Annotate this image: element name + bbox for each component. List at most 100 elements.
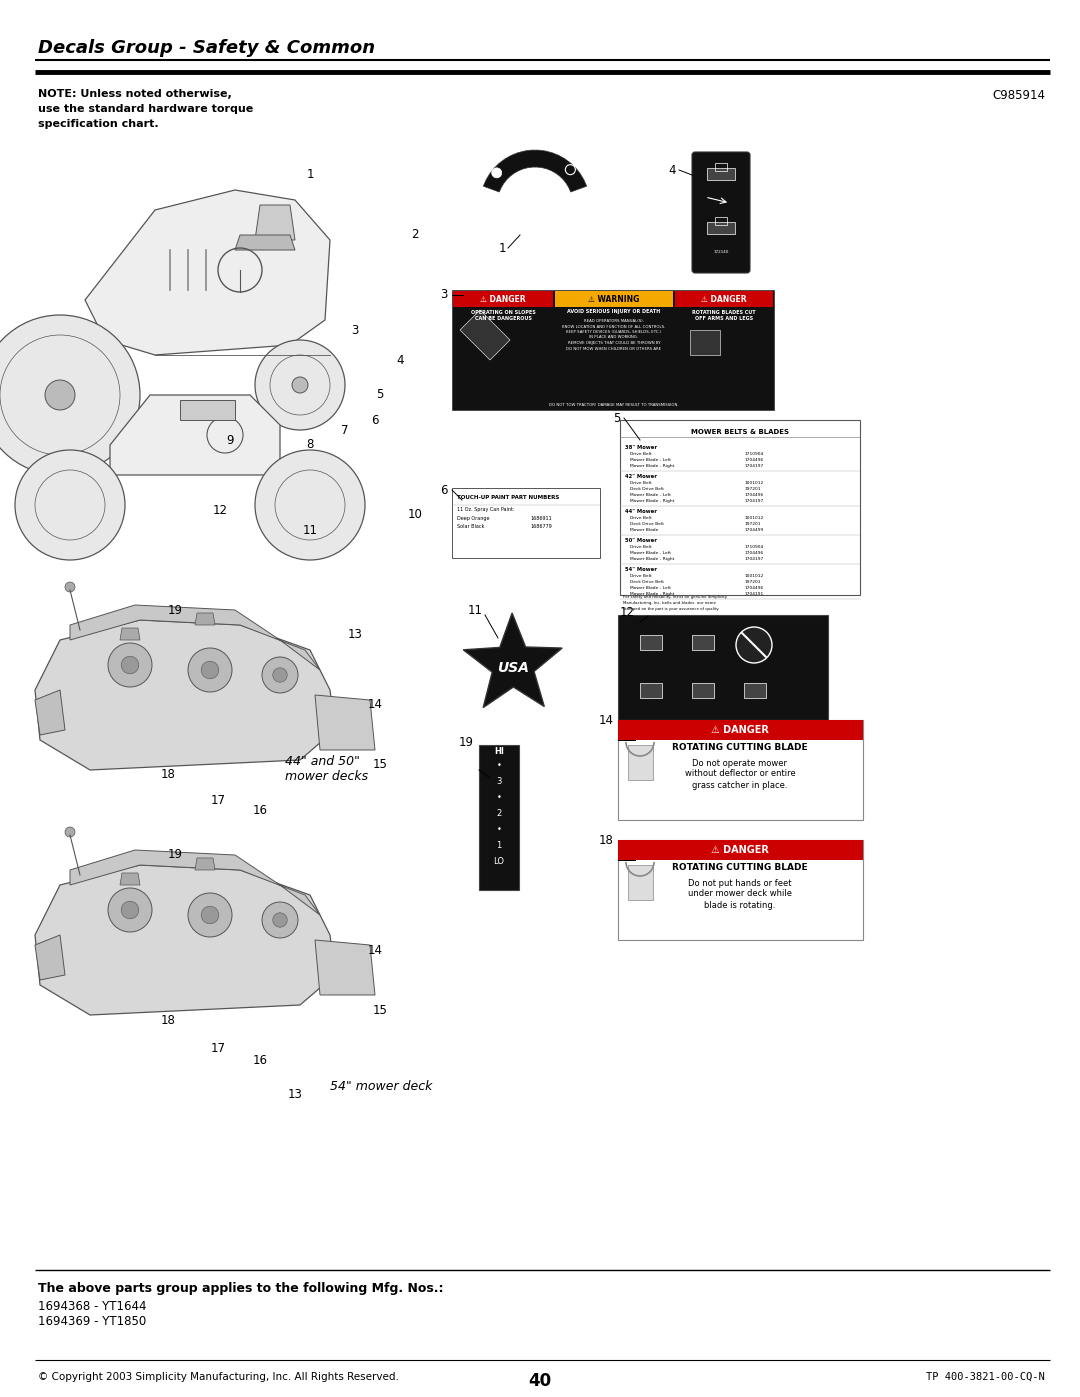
- Polygon shape: [70, 849, 320, 915]
- Text: READ OPERATORS MANUAL(S).: READ OPERATORS MANUAL(S).: [584, 319, 644, 323]
- Text: Mower Blade - Left: Mower Blade - Left: [630, 550, 671, 555]
- Text: Drive Belt: Drive Belt: [630, 574, 651, 578]
- Text: 4: 4: [669, 163, 676, 176]
- Polygon shape: [484, 149, 586, 191]
- Text: MOWER BELTS & BLADES: MOWER BELTS & BLADES: [691, 429, 789, 434]
- Text: 10: 10: [407, 509, 422, 521]
- Circle shape: [273, 668, 287, 682]
- Text: 1704496: 1704496: [745, 585, 765, 590]
- Text: 3: 3: [497, 777, 502, 785]
- Polygon shape: [195, 858, 215, 870]
- Circle shape: [108, 888, 152, 932]
- Circle shape: [45, 380, 75, 409]
- Polygon shape: [690, 330, 720, 355]
- Text: ⚠ WARNING: ⚠ WARNING: [589, 295, 639, 303]
- Text: 40: 40: [528, 1372, 552, 1390]
- Text: For safety and reliability, insist on genuine Simplicity: For safety and reliability, insist on ge…: [623, 595, 727, 599]
- Bar: [480, 745, 519, 890]
- Text: Mower Blade: Mower Blade: [630, 528, 659, 532]
- Circle shape: [262, 902, 298, 937]
- Text: 1694368 - YT1644: 1694368 - YT1644: [38, 1301, 147, 1313]
- Text: 12: 12: [620, 605, 635, 619]
- Text: 1001012: 1001012: [745, 481, 765, 485]
- Text: TP 400-3821-00-CQ-N: TP 400-3821-00-CQ-N: [927, 1372, 1045, 1382]
- Text: 6: 6: [372, 414, 379, 426]
- Text: Mower Blade - Left: Mower Blade - Left: [630, 493, 671, 497]
- Text: Mower Blade - Right: Mower Blade - Right: [630, 499, 674, 503]
- Bar: [180, 400, 235, 420]
- Bar: [618, 719, 863, 740]
- FancyBboxPatch shape: [692, 152, 750, 272]
- Text: OPERATING ON SLOPES: OPERATING ON SLOPES: [471, 310, 536, 314]
- Polygon shape: [463, 613, 563, 708]
- Text: 8: 8: [307, 439, 313, 451]
- Polygon shape: [120, 629, 140, 640]
- Text: Deck Drive Belt: Deck Drive Belt: [630, 522, 664, 527]
- Circle shape: [121, 657, 139, 673]
- Circle shape: [65, 583, 75, 592]
- Bar: [675, 291, 773, 307]
- Bar: [618, 840, 863, 940]
- Text: 1001012: 1001012: [745, 515, 765, 520]
- Text: 1: 1: [498, 242, 505, 254]
- Bar: [618, 719, 863, 820]
- Bar: [618, 615, 828, 719]
- Polygon shape: [255, 205, 295, 240]
- Text: Mower Blade - Left: Mower Blade - Left: [630, 458, 671, 462]
- Bar: [692, 683, 714, 698]
- Text: 5: 5: [612, 412, 620, 425]
- Text: 11 Oz. Spray Can Paint:: 11 Oz. Spray Can Paint:: [457, 507, 515, 511]
- Text: 1704496: 1704496: [745, 550, 765, 555]
- Text: LO: LO: [494, 856, 504, 866]
- Text: 11: 11: [302, 524, 318, 536]
- Polygon shape: [35, 620, 335, 770]
- Text: Manufacturing, Inc. belts and blades. our name: Manufacturing, Inc. belts and blades. ou…: [623, 601, 716, 605]
- Text: 50" Mower: 50" Mower: [625, 538, 657, 543]
- Text: 6: 6: [441, 483, 448, 496]
- Circle shape: [273, 912, 287, 928]
- Circle shape: [292, 377, 308, 393]
- Text: 19: 19: [167, 848, 183, 862]
- Circle shape: [0, 314, 140, 475]
- Text: DO NOT TOW TRACTOR! DAMAGE MAY RESULT TO TRANSMISSION.: DO NOT TOW TRACTOR! DAMAGE MAY RESULT TO…: [550, 402, 679, 407]
- Text: 18: 18: [161, 768, 175, 781]
- Text: 16: 16: [253, 1053, 268, 1066]
- Text: 12: 12: [213, 503, 228, 517]
- Text: •: •: [497, 792, 501, 802]
- Text: ROTATING BLADES CUT: ROTATING BLADES CUT: [692, 310, 756, 314]
- Polygon shape: [460, 310, 510, 360]
- Bar: [453, 488, 600, 557]
- Circle shape: [188, 648, 232, 692]
- Circle shape: [735, 627, 772, 664]
- Polygon shape: [35, 865, 335, 1016]
- Circle shape: [65, 827, 75, 837]
- Text: 1704197: 1704197: [745, 464, 765, 468]
- Text: 5: 5: [376, 388, 383, 401]
- Text: ⚠ DANGER: ⚠ DANGER: [711, 725, 769, 735]
- Text: 1704191: 1704191: [745, 592, 765, 597]
- Text: Deep Orange: Deep Orange: [457, 515, 489, 521]
- Text: 14: 14: [599, 714, 615, 726]
- Text: 54" mower deck: 54" mower deck: [330, 1080, 432, 1092]
- Text: 1710904: 1710904: [745, 545, 765, 549]
- Text: use the standard hardware torque: use the standard hardware torque: [38, 103, 253, 115]
- Text: ⚠ DANGER: ⚠ DANGER: [481, 295, 526, 303]
- Text: Drive Belt: Drive Belt: [630, 453, 651, 455]
- Text: TOUCH-UP PAINT PART NUMBERS: TOUCH-UP PAINT PART NUMBERS: [457, 495, 559, 500]
- Bar: [715, 217, 727, 225]
- Text: without deflector or entire: without deflector or entire: [685, 770, 795, 778]
- Text: CAN BE DANGEROUS: CAN BE DANGEROUS: [474, 316, 531, 320]
- Polygon shape: [35, 690, 65, 735]
- Text: under mower deck while: under mower deck while: [688, 890, 792, 898]
- Text: 1710904: 1710904: [745, 453, 765, 455]
- Text: 3: 3: [441, 289, 448, 302]
- Text: blade is rotating.: blade is rotating.: [704, 901, 775, 909]
- Text: 1694369 - YT1850: 1694369 - YT1850: [38, 1315, 146, 1329]
- Text: 13: 13: [348, 629, 363, 641]
- Text: 18: 18: [161, 1013, 175, 1027]
- Bar: [707, 222, 735, 235]
- Text: 19: 19: [459, 735, 474, 749]
- Text: 14: 14: [367, 943, 382, 957]
- Text: DO NOT MOW WHEN CHILDREN OR OTHERS ARE: DO NOT MOW WHEN CHILDREN OR OTHERS ARE: [566, 346, 662, 351]
- Text: 18: 18: [599, 834, 615, 847]
